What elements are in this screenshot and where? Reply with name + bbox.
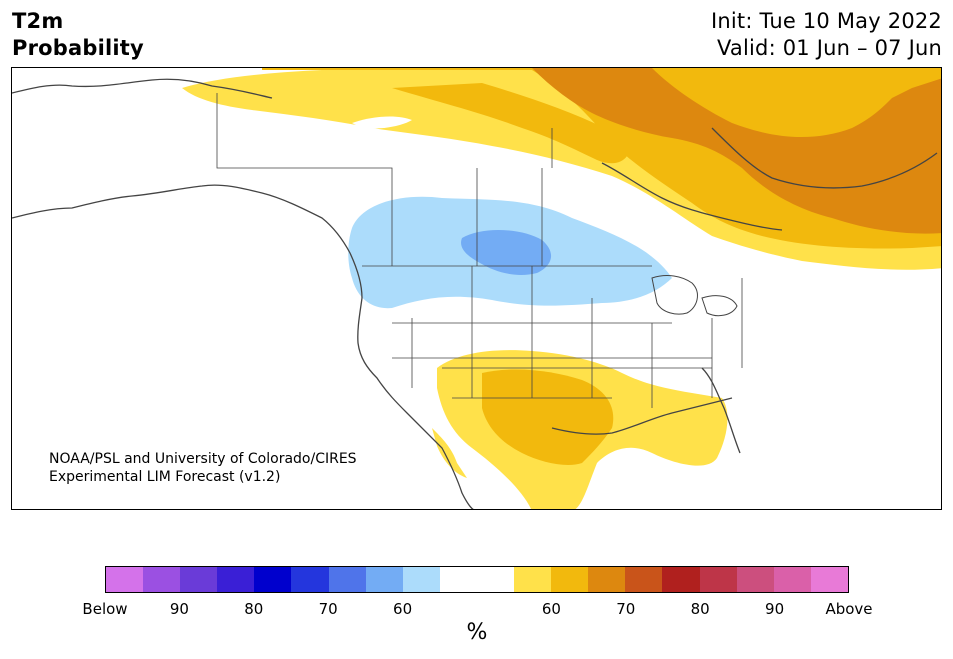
colorbar-swatch xyxy=(143,567,181,592)
colorbar-swatch xyxy=(662,567,700,592)
colorbar-tick-label: 60 xyxy=(541,600,561,618)
political-borders xyxy=(216,93,743,408)
data-credit: NOAA/PSL and University of Colorado/CIRE… xyxy=(49,450,357,486)
credit-line-2: Experimental LIM Forecast (v1.2) xyxy=(49,469,281,485)
colorbar-tick-label: 90 xyxy=(169,600,189,618)
colorbar-swatch xyxy=(402,567,440,592)
valid-period: Valid: 01 Jun – 07 Jun xyxy=(716,36,942,60)
colorbar-swatch xyxy=(217,567,255,592)
colorbar-swatch xyxy=(254,567,292,592)
forecast-map xyxy=(11,67,942,510)
colorbar-swatch xyxy=(476,567,515,592)
colorbar-swatch xyxy=(588,567,626,592)
colorbar-swatch xyxy=(514,567,552,592)
colorbar-swatch xyxy=(365,567,403,592)
product-label: Probability xyxy=(12,36,144,60)
colorbar-swatch xyxy=(106,567,144,592)
colorbar-tick-label: 90 xyxy=(765,600,785,618)
above-normal-south xyxy=(432,350,728,509)
coastlines xyxy=(12,78,938,509)
colorbar-swatch xyxy=(291,567,329,592)
colorbar-tick-label: 80 xyxy=(244,600,264,618)
colorbar-swatch xyxy=(439,567,477,592)
colorbar-tick-label: 70 xyxy=(616,600,636,618)
probability-colorbar xyxy=(105,566,849,593)
forecast-dates: Init: Tue 10 May 2022 Valid: 01 Jun – 07… xyxy=(711,8,942,62)
colorbar-swatch xyxy=(699,567,737,592)
colorbar-tick-label: Above xyxy=(825,600,873,618)
colorbar-tick-label: 60 xyxy=(393,600,413,618)
colorbar-tick-label: Below xyxy=(82,600,128,618)
colorbar-swatch xyxy=(810,567,848,592)
colorbar-swatch xyxy=(736,567,774,592)
colorbar-swatch xyxy=(180,567,218,592)
variable-label: T2m xyxy=(12,9,64,33)
map-title: T2m Probability xyxy=(12,8,144,62)
colorbar-swatch xyxy=(773,567,811,592)
map-clear-patch xyxy=(352,116,412,129)
map-canvas xyxy=(12,68,941,509)
credit-line-1: NOAA/PSL and University of Colorado/CIRE… xyxy=(49,451,357,467)
colorbar-swatch xyxy=(328,567,366,592)
colorbar-tick-label: 70 xyxy=(318,600,338,618)
init-date: Init: Tue 10 May 2022 xyxy=(711,9,942,33)
below-normal-plains xyxy=(348,196,672,309)
colorbar-unit: % xyxy=(466,620,488,645)
colorbar-swatch xyxy=(625,567,663,592)
colorbar-tick-label: 80 xyxy=(690,600,710,618)
great-lakes xyxy=(651,275,738,317)
colorbar-swatch xyxy=(551,567,589,592)
